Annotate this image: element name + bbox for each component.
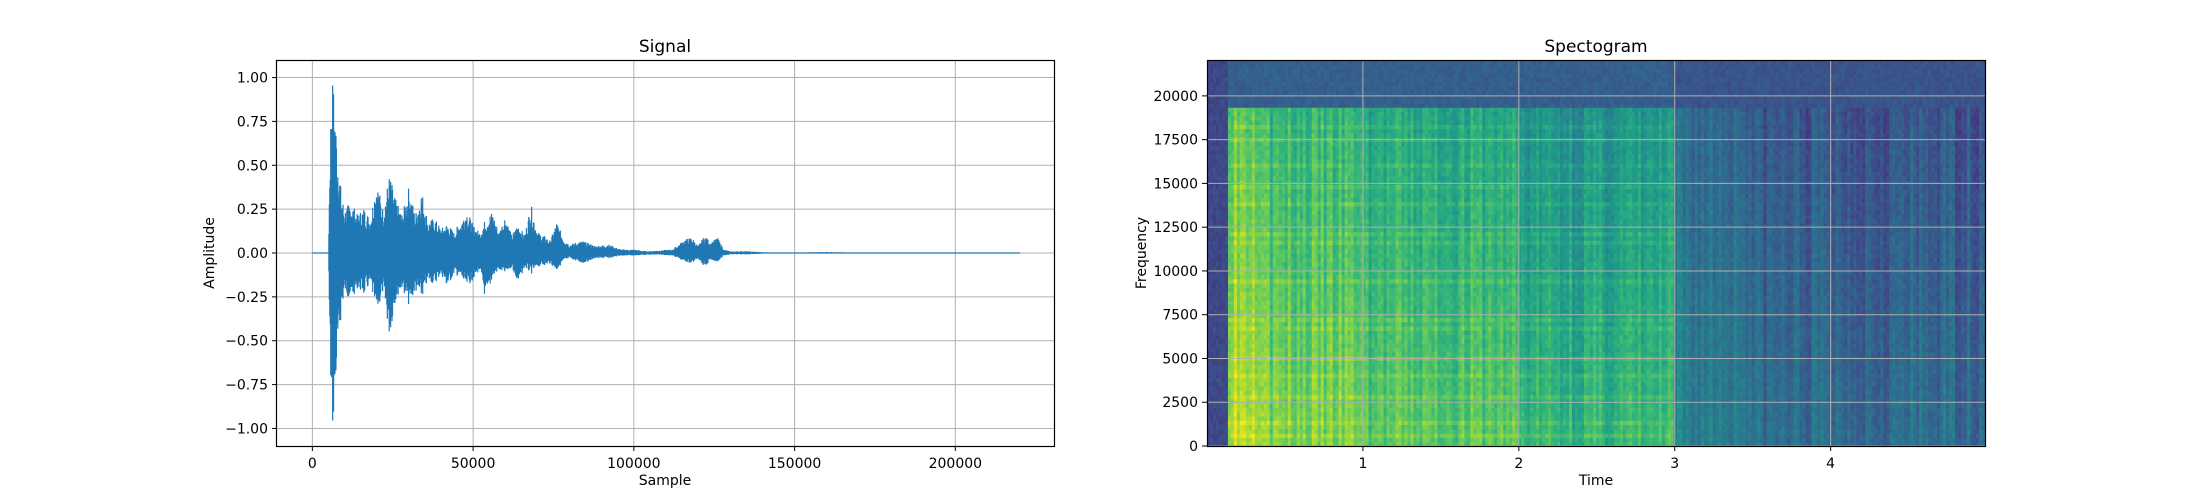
- signal-y-axis-label: Amplitude: [202, 217, 218, 289]
- signal-y-tick-label: −0.25: [225, 290, 268, 306]
- signal-y-tick-label: −0.75: [225, 378, 268, 394]
- signal-x-ticks: 0 50000 100000 150000 200000: [308, 446, 982, 472]
- signal-y-tick-label: 0.50: [237, 158, 268, 174]
- signal-x-tick-label: 150000: [768, 456, 821, 472]
- signal-y-tick-label: 0.00: [237, 246, 268, 262]
- signal-y-tick-label: −0.50: [225, 334, 268, 350]
- signal-y-tick-label: −1.00: [225, 421, 268, 437]
- signal-x-tick-label: 100000: [607, 456, 660, 472]
- spectrogram-title: Spectogram: [1544, 37, 1647, 57]
- signal-x-tick-label: 50000: [451, 456, 496, 472]
- signal-series-line: [312, 85, 1019, 420]
- signal-chart: Signal 0 50000 100000 150000 200000 −1.00 −0.…: [202, 37, 1055, 489]
- signal-waveform: [312, 85, 1019, 420]
- signal-x-tick-label: 0: [308, 456, 317, 472]
- spectrogram-image: [1207, 60, 1986, 447]
- signal-y-tick-label: 0.75: [237, 114, 268, 130]
- signal-x-axis-label: Sample: [639, 473, 692, 489]
- signal-y-ticks: −1.00 −0.75 −0.50 −0.25 0.00 0.25 0.50 0.75 1.00: [225, 71, 277, 438]
- signal-x-tick-label: 200000: [929, 456, 982, 472]
- signal-title: Signal: [639, 37, 691, 57]
- signal-y-tick-label: 0.25: [237, 202, 268, 218]
- signal-y-tick-label: 1.00: [237, 71, 268, 87]
